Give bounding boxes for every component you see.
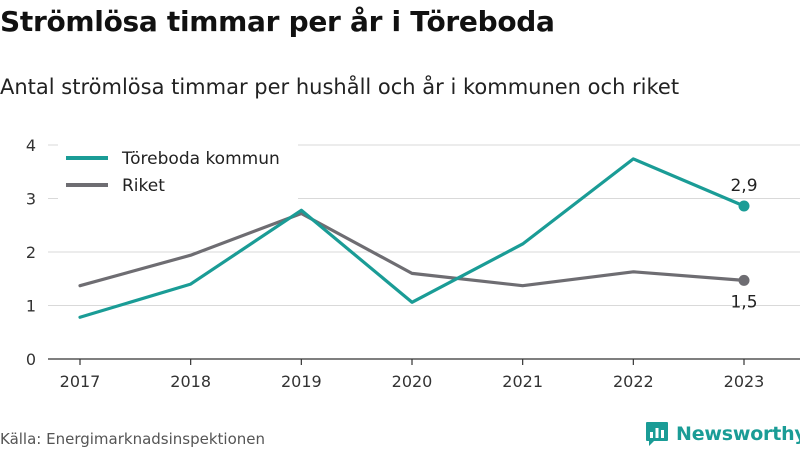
x-tick-label: 2017 bbox=[60, 372, 101, 391]
brand-name: Newsworthy bbox=[676, 423, 800, 445]
series-line bbox=[78, 211, 746, 288]
y-tick-label: 2 bbox=[26, 243, 36, 262]
y-tick-label: 0 bbox=[26, 350, 36, 369]
x-tick-label: 2020 bbox=[392, 372, 433, 391]
data-label: 2,9 bbox=[730, 176, 757, 196]
legend-label: Riket bbox=[122, 176, 165, 196]
legend-label: Töreboda kommun bbox=[121, 149, 280, 169]
source-note: Källa: Energimarknadsinspektionen bbox=[0, 430, 266, 448]
x-tick-label: 2022 bbox=[613, 372, 654, 391]
y-tick-label: 3 bbox=[26, 190, 36, 209]
series-endpoint bbox=[738, 200, 750, 212]
bar-chart-speech-bubble-icon bbox=[646, 422, 668, 446]
chart-subtitle: Antal strömlösa timmar per hushåll och å… bbox=[0, 75, 680, 99]
series-endpoint bbox=[738, 274, 750, 286]
brand-logo: Newsworthy bbox=[645, 421, 800, 447]
y-tick-label: 1 bbox=[26, 297, 36, 316]
x-tick-label: 2021 bbox=[502, 372, 543, 391]
x-tick-label: 2019 bbox=[281, 372, 322, 391]
data-label: 1,5 bbox=[730, 292, 757, 312]
x-tick-label: 2018 bbox=[170, 372, 211, 391]
y-tick-label: 4 bbox=[26, 136, 36, 155]
line-chart: 0 1 2 3 4 2017 2018 2019 2020 2021 2022 2023 2,9 1,5 T… bbox=[26, 136, 800, 391]
legend-background bbox=[58, 143, 298, 201]
x-tick-label: 2023 bbox=[724, 372, 765, 391]
series-line bbox=[78, 157, 746, 319]
chart-title: Strömlösa timmar per år i Töreboda bbox=[0, 5, 555, 38]
